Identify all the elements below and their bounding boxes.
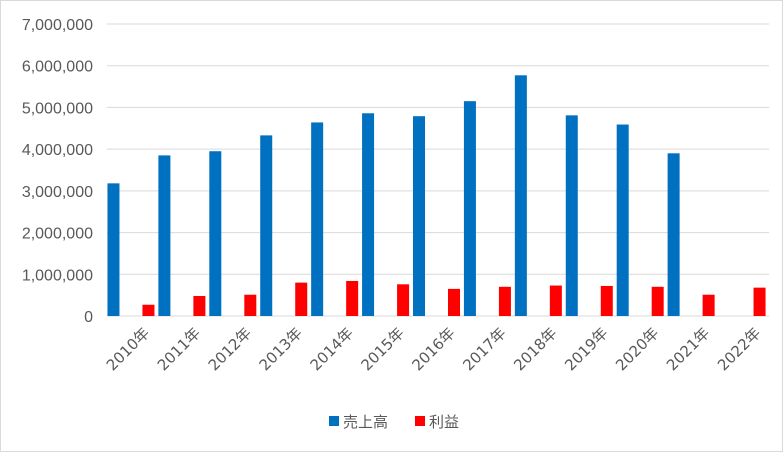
bar-profit [295, 282, 308, 316]
bar-sales [413, 116, 425, 316]
x-tick-label: 2014年 [307, 324, 357, 374]
bar-sales [362, 113, 375, 316]
bar-sales [463, 101, 476, 317]
y-tick-label: 0 [84, 309, 93, 326]
bar-sales [158, 155, 171, 316]
y-tick-label: 5,000,000 [22, 100, 93, 117]
bar-profit [651, 286, 664, 316]
bar-profit [753, 287, 766, 316]
bar-sales [311, 122, 324, 317]
legend-label: 売上高 [343, 413, 388, 431]
y-tick-label: 6,000,000 [22, 59, 93, 76]
bar-sales [107, 183, 120, 316]
bar-sales [209, 151, 222, 316]
legend-swatch [415, 416, 425, 426]
x-tick-label: 2020年 [612, 324, 662, 374]
x-tick-label: 2011年 [154, 324, 204, 374]
x-tick-label: 2017年 [459, 324, 509, 374]
y-tick-label: 3,000,000 [22, 184, 93, 201]
bar-sales [514, 75, 527, 317]
bar-sales [260, 135, 273, 316]
x-tick-label: 2010年 [103, 324, 153, 374]
legend: 売上高 利益 [329, 413, 459, 431]
x-tick-label: 2012年 [205, 324, 255, 374]
bar-profit [498, 286, 511, 316]
bar-profit [600, 285, 613, 316]
x-tick-label: 2021年 [663, 324, 713, 374]
x-tick-label: 2019年 [561, 324, 611, 374]
bar-sales [565, 115, 578, 317]
x-tick-label: 2016年 [408, 324, 458, 374]
legend-swatch [329, 416, 339, 426]
y-tick-label: 1,000,000 [22, 267, 93, 284]
x-axis-tick-labels: 2010年 2011年 2012年 2013年 2014年 2015年 2016年 2017年… [103, 324, 764, 374]
x-tick-label: 2015年 [357, 324, 407, 374]
x-tick-label: 2022年 [714, 324, 764, 374]
bar-profit [702, 294, 715, 316]
bar-profit [142, 304, 155, 316]
bar-sales [667, 153, 680, 316]
y-tick-label: 7,000,000 [22, 17, 93, 34]
bar-profit [397, 284, 410, 316]
bar-profit [549, 285, 562, 316]
bar-profit [448, 288, 460, 316]
bars [107, 75, 766, 317]
bar-sales [616, 124, 629, 316]
y-tick-label: 4,000,000 [22, 142, 93, 159]
x-tick-label: 2018年 [510, 324, 560, 374]
bar-profit [193, 295, 206, 316]
bar-profit [346, 280, 359, 316]
y-tick-label: 2,000,000 [22, 226, 93, 243]
legend-label: 利益 [429, 413, 459, 431]
y-axis-tick-labels: 0 1,000,000 2,000,000 3,000,000 4,000,000 5,0… [22, 17, 93, 326]
bar-profit [244, 294, 257, 316]
x-tick-label: 2013年 [256, 324, 306, 374]
